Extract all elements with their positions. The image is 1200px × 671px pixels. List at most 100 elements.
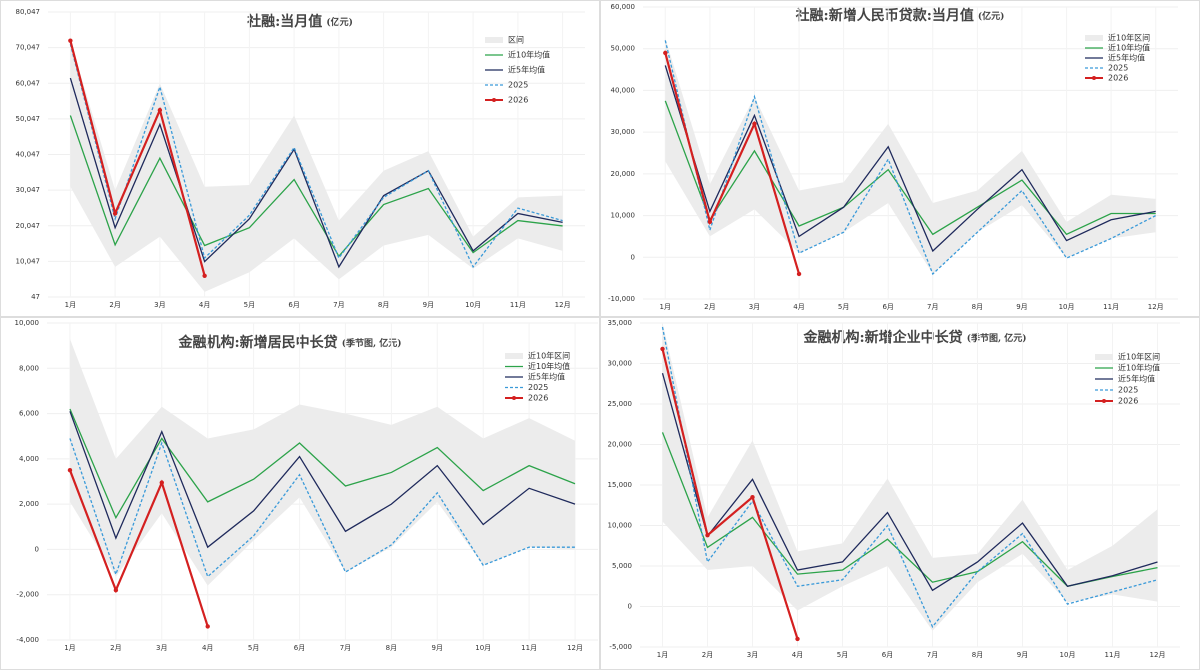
point-marker	[205, 624, 210, 629]
legend-label: 2026	[1108, 74, 1128, 83]
series-line	[664, 52, 801, 275]
y-tick-label: 15,000	[608, 481, 633, 489]
series-line	[68, 469, 209, 627]
legend-marker	[1092, 76, 1096, 80]
x-tick-label: 3月	[749, 303, 760, 311]
x-tick-label: 4月	[202, 644, 213, 652]
x-tick-label: 4月	[793, 303, 804, 311]
x-tick-label: 9月	[1016, 303, 1027, 311]
y-tick-label: 60,047	[16, 79, 41, 87]
y-tick-label: 2,000	[19, 500, 39, 508]
series-line	[69, 411, 576, 549]
y-tick-label: 10,000	[611, 212, 636, 220]
series-line	[661, 373, 1158, 592]
range-band	[70, 40, 563, 292]
legend-swatch	[485, 37, 503, 43]
point-marker	[663, 50, 668, 56]
point-marker	[68, 38, 73, 43]
x-tick-label: 6月	[294, 644, 305, 652]
legend-label: 近5年均值	[528, 372, 565, 382]
y-tick-label: -4,000	[16, 636, 39, 644]
legend-swatch	[1085, 35, 1103, 41]
x-tick-label: 4月	[792, 651, 803, 659]
y-tick-label: 0	[35, 545, 39, 553]
y-tick-label: 50,047	[16, 115, 41, 123]
x-tick-label: 7月	[927, 651, 938, 659]
y-tick-label: 20,000	[611, 170, 636, 178]
x-tick-label: 6月	[882, 651, 893, 659]
legend-label: 近5年均值	[1108, 53, 1145, 63]
legend-marker	[492, 98, 496, 102]
chart-title: 社融:新增人民币贷款:当月值 (亿元)	[795, 7, 1005, 24]
legend-label: 2025	[1108, 64, 1128, 73]
series-line	[69, 115, 563, 258]
legend-label: 近10年区间	[528, 351, 570, 361]
x-tick-label: 5月	[244, 301, 255, 309]
x-tick-label: 9月	[1017, 651, 1028, 659]
series-line	[69, 77, 563, 269]
y-tick-label: 10,000	[608, 522, 633, 530]
y-tick-label: 70,047	[16, 44, 41, 52]
chart-title: 社融:当月值 (亿元)	[246, 13, 353, 30]
x-tick-label: 5月	[838, 303, 849, 311]
series-line	[661, 326, 1158, 628]
y-tick-label: -2,000	[16, 591, 39, 599]
x-tick-label: 7月	[333, 301, 344, 309]
x-tick-label: 2月	[109, 301, 120, 309]
legend-label: 2026	[508, 96, 528, 105]
title-unit: (亿元)	[326, 16, 353, 28]
x-tick-label: 1月	[64, 644, 75, 652]
y-tick-label: 30,000	[608, 360, 633, 368]
point-marker	[752, 121, 757, 127]
title-text: 社融:当月值	[246, 13, 322, 30]
point-marker	[660, 346, 665, 352]
x-tick-label: 9月	[432, 644, 443, 652]
chart-title: 金融机构:新增企业中长贷 (季节图, 亿元)	[803, 329, 1027, 346]
y-tick-label: -5,000	[609, 643, 632, 651]
legend-label: 近10年均值	[1118, 363, 1160, 373]
point-marker	[705, 533, 710, 538]
legend-label: 近10年均值	[528, 361, 570, 371]
x-tick-label: 12月	[1148, 303, 1164, 311]
x-tick-label: 5月	[248, 644, 259, 652]
series-line	[661, 348, 799, 640]
series-line	[664, 40, 1157, 276]
x-tick-label: 1月	[660, 303, 671, 311]
legend-label: 2025	[508, 81, 528, 90]
x-tick-label: 8月	[972, 651, 983, 659]
point-marker	[707, 219, 713, 225]
x-tick-label: 11月	[1105, 651, 1121, 659]
x-tick-label: 5月	[837, 651, 848, 659]
y-tick-label: 6,000	[19, 410, 39, 418]
x-tick-label: 2月	[704, 303, 715, 311]
x-tick-label: 12月	[555, 301, 571, 309]
point-marker	[113, 587, 119, 593]
x-tick-label: 8月	[386, 644, 397, 652]
y-tick-label: 5,000	[612, 562, 632, 570]
title-unit: (季节图, 亿元)	[342, 337, 402, 349]
x-tick-label: 10月	[1060, 651, 1076, 659]
y-tick-label: 47	[31, 293, 40, 301]
y-tick-label: 0	[631, 253, 635, 261]
x-tick-label: 1月	[65, 301, 76, 309]
legend-label: 2026	[1118, 397, 1138, 406]
point-marker	[202, 273, 207, 278]
x-tick-label: 10月	[1059, 303, 1075, 311]
point-marker	[159, 480, 164, 485]
series-line	[664, 65, 1156, 253]
x-tick-label: 11月	[1103, 303, 1119, 311]
legend-label: 区间	[508, 36, 524, 45]
title-unit: (季节图, 亿元)	[967, 332, 1027, 344]
x-tick-label: 3月	[156, 644, 167, 652]
y-tick-label: 0	[628, 603, 632, 611]
legend-label: 近5年均值	[1118, 374, 1155, 384]
y-tick-label: 25,000	[608, 400, 633, 408]
x-tick-label: 6月	[288, 301, 299, 309]
legend-label: 近10年区间	[1118, 352, 1160, 362]
x-tick-label: 10月	[465, 301, 481, 309]
range-band	[662, 323, 1158, 631]
y-tick-label: 20,047	[16, 222, 41, 230]
point-marker	[795, 636, 800, 642]
range-band	[69, 338, 576, 586]
x-tick-label: 10月	[475, 644, 491, 652]
